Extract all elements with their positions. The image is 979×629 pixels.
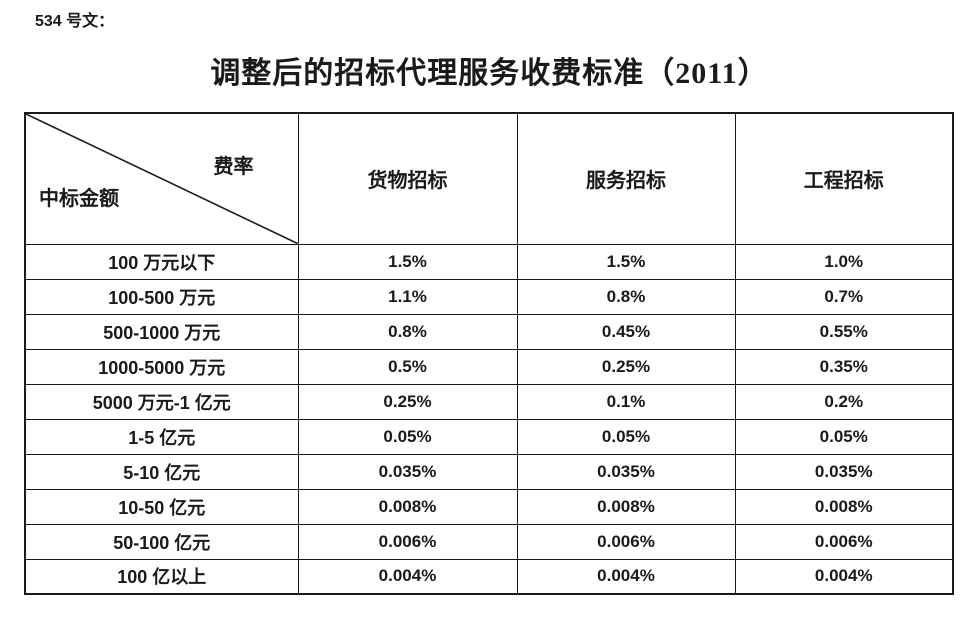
fee-table-body: 100 万元以下 1.5% 1.5% 1.0% 100-500 万元 1.1% … [24, 243, 954, 595]
table-row: 1-5 亿元 0.05% 0.05% 0.05% [24, 418, 954, 455]
fee-value: 0.035% [734, 453, 954, 490]
corner-cell: 费率 中标金额 [24, 112, 299, 245]
corner-label-amount: 中标金额 [39, 188, 119, 210]
fee-value: 0.006% [516, 523, 736, 560]
column-header-service-bidding: 服务招标 [516, 112, 736, 245]
fee-value: 0.006% [734, 523, 954, 560]
table-row: 100-500 万元 1.1% 0.8% 0.7% [24, 278, 954, 315]
row-label: 100 亿以上 [24, 558, 299, 595]
fee-value: 0.35% [734, 348, 954, 385]
fee-value: 0.008% [516, 488, 736, 525]
diagonal-line-icon [26, 114, 298, 244]
fee-value: 0.004% [734, 558, 954, 595]
fee-value: 0.004% [516, 558, 736, 595]
fee-value: 0.2% [734, 383, 954, 420]
table-row: 5-10 亿元 0.035% 0.035% 0.035% [24, 453, 954, 490]
fee-value: 0.05% [516, 418, 736, 455]
table-row: 1000-5000 万元 0.5% 0.25% 0.35% [24, 348, 954, 385]
row-label: 10-50 亿元 [24, 488, 299, 525]
page-title: 调整后的招标代理服务收费标准（2011） [210, 57, 769, 90]
fee-value: 0.008% [297, 488, 518, 525]
fee-value: 0.035% [297, 453, 518, 490]
fee-value: 1.5% [297, 243, 518, 280]
corner-label-rate: 费率 [213, 156, 254, 178]
table-row: 100 万元以下 1.5% 1.5% 1.0% [24, 243, 954, 280]
row-label: 5000 万元-1 亿元 [24, 383, 299, 420]
table-row: 100 亿以上 0.004% 0.004% 0.004% [24, 558, 954, 595]
row-label: 100 万元以下 [24, 243, 299, 280]
fee-value: 0.45% [516, 313, 736, 350]
header-row: 费率 中标金额 货物招标 服务招标 工程招标 [24, 112, 954, 245]
column-header-engineering-bidding: 工程招标 [734, 112, 954, 245]
row-label: 1-5 亿元 [24, 418, 299, 455]
row-label: 1000-5000 万元 [24, 348, 299, 385]
fee-value: 0.05% [297, 418, 518, 455]
row-label: 5-10 亿元 [24, 453, 299, 490]
fee-value: 0.5% [297, 348, 518, 385]
fee-value: 1.5% [516, 243, 736, 280]
row-label: 50-100 亿元 [24, 523, 299, 560]
fee-value: 0.8% [297, 313, 518, 350]
fee-value: 0.006% [297, 523, 518, 560]
table-row: 500-1000 万元 0.8% 0.45% 0.55% [24, 313, 954, 350]
fee-value: 1.0% [734, 243, 954, 280]
fee-value: 0.008% [734, 488, 954, 525]
fee-value: 0.25% [297, 383, 518, 420]
fee-value: 0.05% [734, 418, 954, 455]
table-row: 10-50 亿元 0.008% 0.008% 0.008% [24, 488, 954, 525]
table-row: 5000 万元-1 亿元 0.25% 0.1% 0.2% [24, 383, 954, 420]
fee-value: 0.55% [734, 313, 954, 350]
doc-number-label: 534 号文： [35, 13, 115, 30]
fee-value: 0.25% [516, 348, 736, 385]
fee-table: 费率 中标金额 货物招标 服务招标 工程招标 100 万元以下 1.5% 1.5… [24, 112, 954, 595]
fee-value: 1.1% [297, 278, 518, 315]
row-label: 100-500 万元 [24, 278, 299, 315]
table-row: 50-100 亿元 0.006% 0.006% 0.006% [24, 523, 954, 560]
fee-value: 0.1% [516, 383, 736, 420]
fee-value: 0.004% [297, 558, 518, 595]
fee-value: 0.035% [516, 453, 736, 490]
fee-value: 0.8% [516, 278, 736, 315]
row-label: 500-1000 万元 [24, 313, 299, 350]
column-header-goods-bidding: 货物招标 [297, 112, 518, 245]
fee-value: 0.7% [734, 278, 954, 315]
